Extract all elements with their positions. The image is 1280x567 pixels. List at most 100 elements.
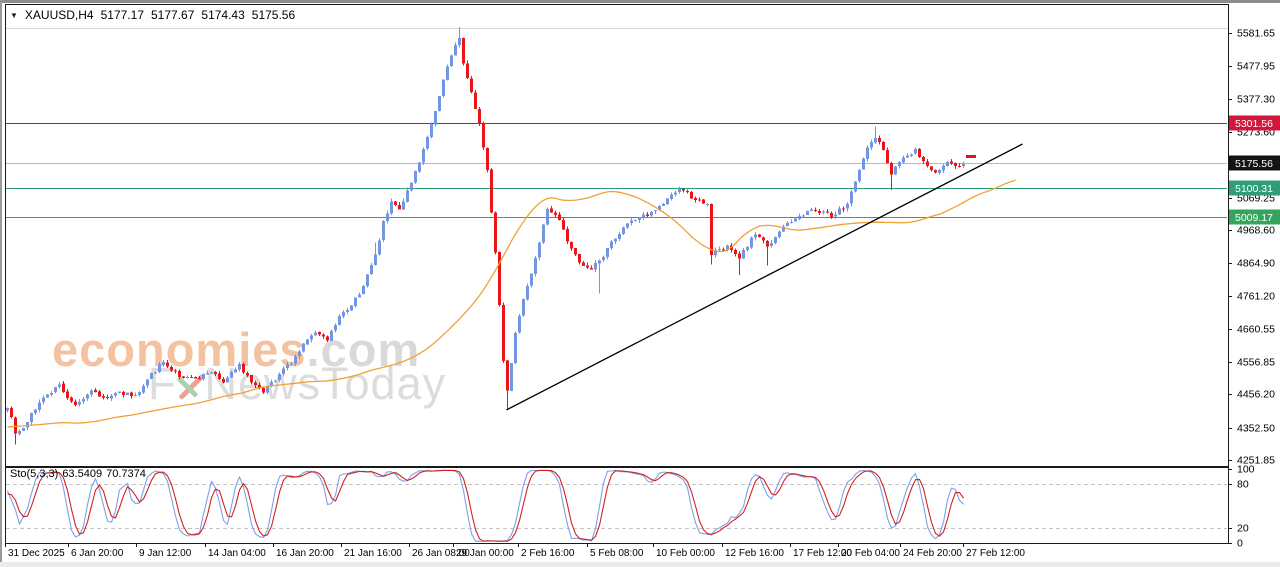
candle-body xyxy=(350,305,353,311)
candle-body xyxy=(866,147,869,159)
candle-body xyxy=(874,138,877,143)
candle-body xyxy=(214,372,217,375)
candle-body xyxy=(770,243,773,246)
candle-body xyxy=(578,253,581,263)
candle-body xyxy=(910,154,913,157)
candle-body xyxy=(226,377,229,383)
time-axis[interactable]: 31 Dec 2025 6 Jan 20:00 9 Jan 12:00 14 Jan … xyxy=(5,543,1026,559)
candle-body xyxy=(742,250,745,259)
symbol-dropdown-icon[interactable]: ▼ xyxy=(10,11,18,20)
candle-body xyxy=(774,237,777,243)
sto-tick-label: 80 xyxy=(1237,479,1249,491)
candle-body xyxy=(98,391,101,397)
trendline[interactable] xyxy=(506,143,1023,411)
candle-body xyxy=(346,309,349,312)
candle-body xyxy=(846,204,849,209)
price-badge-support-1 xyxy=(1229,180,1280,196)
sto-tick-label: 100 xyxy=(1237,464,1255,476)
candle-body xyxy=(582,262,585,266)
candle-body xyxy=(334,324,337,331)
candle-body xyxy=(642,214,645,218)
candle-body xyxy=(170,366,173,371)
price-tick-label: 4251.85 xyxy=(1237,455,1275,467)
candle-body xyxy=(498,252,501,305)
candle-body xyxy=(438,95,441,112)
time-tick-label: 20 Feb 04:00 xyxy=(841,548,900,559)
candle-body xyxy=(386,213,389,221)
candle-body xyxy=(206,373,209,375)
time-tick-label: 16 Jan 20:00 xyxy=(276,548,334,559)
candle-body xyxy=(466,63,469,78)
candle-body xyxy=(146,379,149,386)
candle-body xyxy=(778,231,781,238)
candle-body xyxy=(522,299,525,316)
candle-body xyxy=(586,265,589,268)
candle-body xyxy=(886,150,889,164)
chart-title: ▼ XAUUSD,H4 5177.17 5177.67 5174.43 5175.56 xyxy=(10,8,295,22)
candle-body xyxy=(682,189,685,191)
watermark-line1: economies.com xyxy=(52,322,420,377)
sto-axis[interactable]: 100 80 20 0 xyxy=(1228,464,1255,550)
candle-body xyxy=(562,219,565,230)
candle-body xyxy=(750,237,753,248)
candle-body xyxy=(802,215,805,217)
candle-body xyxy=(274,380,277,382)
candle-body xyxy=(766,240,769,247)
candle-body xyxy=(746,247,749,250)
candle-body xyxy=(702,199,705,204)
candle-body xyxy=(314,332,317,336)
candle-body xyxy=(758,234,761,238)
time-tick-label: 27 Feb 12:00 xyxy=(966,548,1025,559)
candle-body xyxy=(882,141,885,150)
candle-body xyxy=(670,194,673,200)
candle-body xyxy=(806,211,809,215)
candle-body xyxy=(298,351,301,357)
candle-body xyxy=(782,226,785,232)
candle-body xyxy=(18,430,21,434)
candle-body xyxy=(462,38,465,64)
candle-body xyxy=(898,161,901,166)
window-left-border xyxy=(0,0,2,567)
candle-body xyxy=(266,386,269,393)
candle-body xyxy=(858,169,861,181)
candle-body xyxy=(390,201,393,214)
candle-body xyxy=(958,165,961,167)
candle-body xyxy=(810,209,813,211)
candle-body xyxy=(354,297,357,306)
candle-body xyxy=(426,136,429,149)
candle-body xyxy=(822,211,825,213)
candle-body xyxy=(270,381,273,387)
candle-body xyxy=(442,79,445,97)
time-tick-label: 17 Feb 12:00 xyxy=(793,548,852,559)
candle-body xyxy=(598,260,601,264)
sto-tick-label: 20 xyxy=(1237,523,1249,535)
candle-body xyxy=(506,360,509,391)
candle-body xyxy=(370,264,373,274)
time-tick-label: 31 Dec 2025 xyxy=(8,548,65,559)
candle-body xyxy=(646,214,649,216)
moving-average-line[interactable] xyxy=(7,179,1016,428)
candle-body xyxy=(450,55,453,67)
candle-body xyxy=(454,45,457,56)
candle-body xyxy=(106,396,109,399)
candle-body xyxy=(538,242,541,258)
candle-body xyxy=(878,137,881,143)
candle-body xyxy=(834,214,837,217)
candle-body xyxy=(518,315,521,333)
price-axis[interactable]: 5581.655477.955377.305273.605069.254968.… xyxy=(1228,28,1275,467)
candle-body xyxy=(166,362,169,367)
candle-body xyxy=(290,364,293,366)
candle-body xyxy=(674,192,677,195)
candle-body xyxy=(514,332,517,363)
candle-body xyxy=(718,248,721,251)
candle-body xyxy=(714,249,717,256)
candle-body xyxy=(838,208,841,215)
candle-body xyxy=(794,218,797,222)
candle-body xyxy=(590,267,593,270)
price-badge-support-2 xyxy=(1229,209,1280,225)
candle-body xyxy=(94,389,97,393)
candle-body xyxy=(10,408,13,418)
candle-body xyxy=(470,78,473,92)
